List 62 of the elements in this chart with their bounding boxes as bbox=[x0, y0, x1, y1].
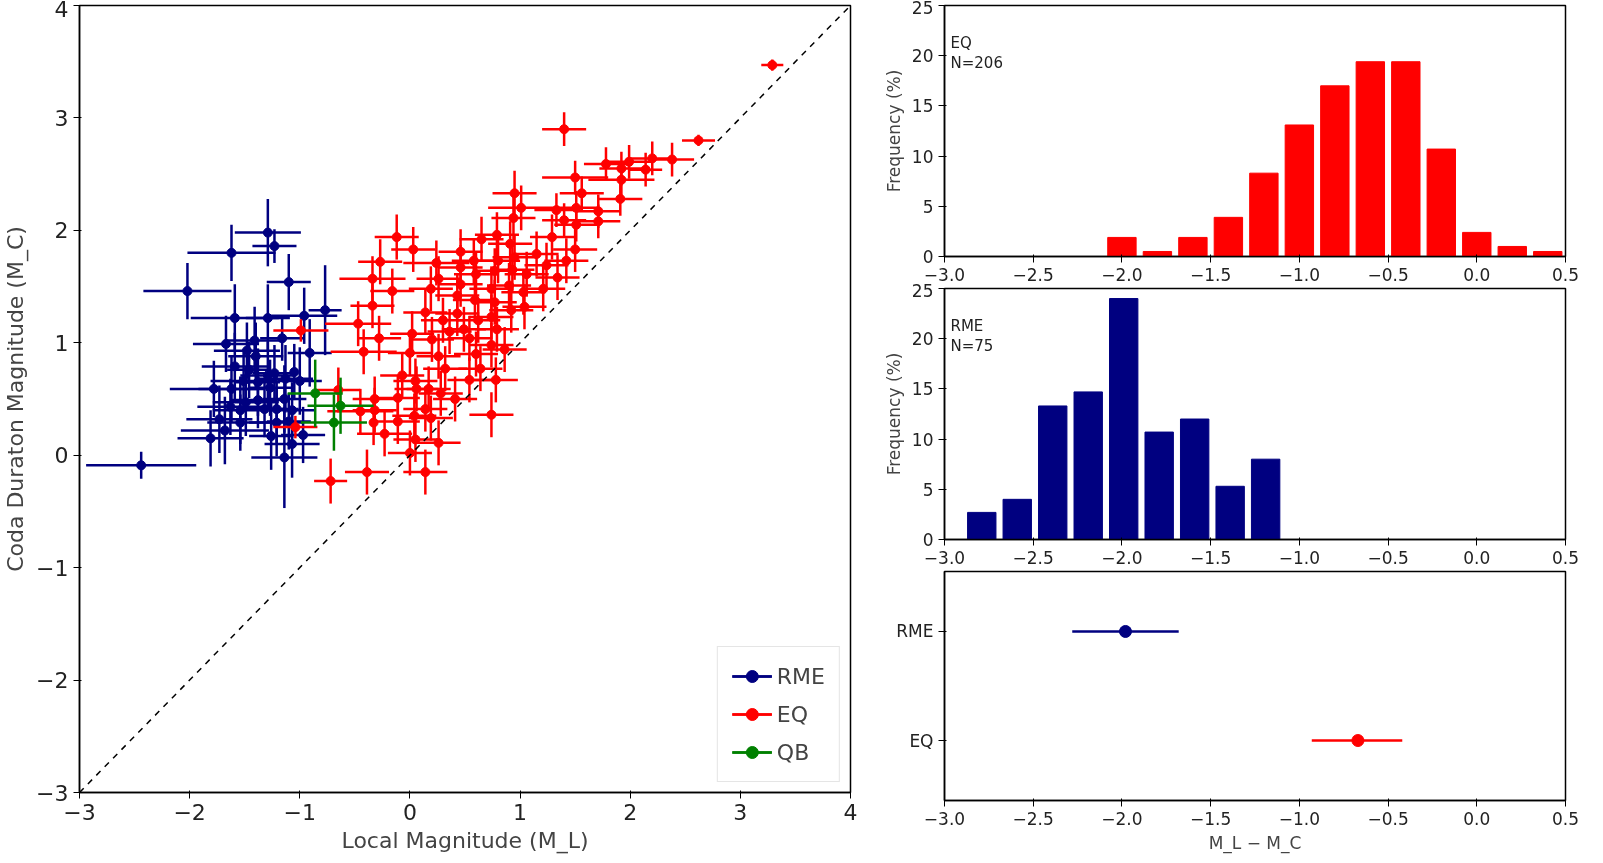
x-tick-label: 0 bbox=[402, 799, 417, 825]
x-tick-label: 0.0 bbox=[1463, 547, 1491, 568]
x-tick-label: −1.0 bbox=[1278, 264, 1320, 285]
y-tick-label: 5 bbox=[922, 479, 934, 500]
legend-label: QB bbox=[776, 739, 810, 765]
x-tick-label: −1.0 bbox=[1278, 547, 1320, 568]
y-tick-label: 25 bbox=[911, 0, 934, 18]
y-tick-label: 1 bbox=[54, 330, 69, 356]
y-tick-label: 15 bbox=[911, 379, 934, 400]
legend-label: EQ bbox=[776, 701, 809, 727]
y-axis-title: Frequency (%) bbox=[883, 352, 904, 476]
y-tick-label: 20 bbox=[911, 46, 934, 67]
x-tick-label: 4 bbox=[843, 799, 858, 825]
x-tick-label: −2.0 bbox=[1101, 264, 1143, 285]
x-tick-label: 2 bbox=[623, 799, 638, 825]
y-tick-label: −2 bbox=[36, 668, 69, 694]
y-tick-label: 10 bbox=[911, 429, 934, 450]
x-tick-label: −1.5 bbox=[1190, 264, 1232, 285]
x-tick-label: −0.5 bbox=[1367, 264, 1409, 285]
x-tick-label: 3 bbox=[733, 799, 748, 825]
y-tick-label: 15 bbox=[911, 96, 934, 117]
y-tick-label: 0 bbox=[54, 443, 69, 469]
x-tick-label: −0.5 bbox=[1367, 547, 1409, 568]
x-tick-label: −1.5 bbox=[1190, 547, 1232, 568]
x-tick-label: 0.5 bbox=[1551, 264, 1580, 285]
annotation: EQ bbox=[950, 33, 972, 52]
x-tick-label: −2.5 bbox=[1012, 808, 1054, 829]
y-tick-label: 20 bbox=[911, 329, 934, 350]
x-axis-title: Local Magnitude (M_L) bbox=[341, 827, 589, 854]
y-tick-label: 4 bbox=[54, 0, 69, 22]
x-tick-label: −0.5 bbox=[1367, 808, 1409, 829]
x-tick-label: −2.5 bbox=[1012, 547, 1054, 568]
x-tick-label: −2.5 bbox=[1012, 264, 1054, 285]
annotation: N=75 bbox=[950, 336, 994, 355]
x-axis-title: M_L − M_C bbox=[1208, 832, 1302, 854]
x-tick-label: 1 bbox=[513, 799, 528, 825]
x-tick-label: 0.0 bbox=[1463, 264, 1491, 285]
x-tick-label: −3.0 bbox=[923, 547, 966, 568]
x-tick-label: 0.0 bbox=[1463, 808, 1491, 829]
y-axis-title: Frequency (%) bbox=[883, 69, 904, 193]
y-tick-label: −3 bbox=[36, 780, 69, 806]
x-tick-label: −2.0 bbox=[1101, 808, 1143, 829]
annotation: N=206 bbox=[950, 53, 1003, 72]
y-tick-label: EQ bbox=[909, 730, 934, 751]
y-tick-label: 0 bbox=[922, 247, 934, 267]
x-tick-label: −1 bbox=[283, 799, 317, 825]
y-tick-label: 10 bbox=[911, 146, 934, 167]
x-tick-label: −2.0 bbox=[1101, 547, 1143, 568]
y-tick-label: 3 bbox=[54, 105, 69, 131]
y-tick-label: 2 bbox=[54, 218, 69, 244]
legend-label: RME bbox=[776, 663, 825, 689]
x-tick-label: −1.5 bbox=[1190, 808, 1232, 829]
x-tick-label: −1.0 bbox=[1278, 808, 1320, 829]
y-axis-title: Coda Duraton Magnitude (M_C) bbox=[3, 226, 30, 572]
y-tick-label: RME bbox=[896, 621, 934, 642]
annotation: RME bbox=[950, 316, 984, 335]
y-tick-label: 0 bbox=[922, 530, 934, 550]
x-tick-label: −2 bbox=[173, 799, 206, 825]
x-tick-label: 0.5 bbox=[1551, 547, 1580, 568]
x-tick-label: 0.5 bbox=[1551, 808, 1580, 829]
x-tick-label: −3.0 bbox=[923, 808, 966, 829]
y-tick-label: 5 bbox=[922, 196, 934, 217]
